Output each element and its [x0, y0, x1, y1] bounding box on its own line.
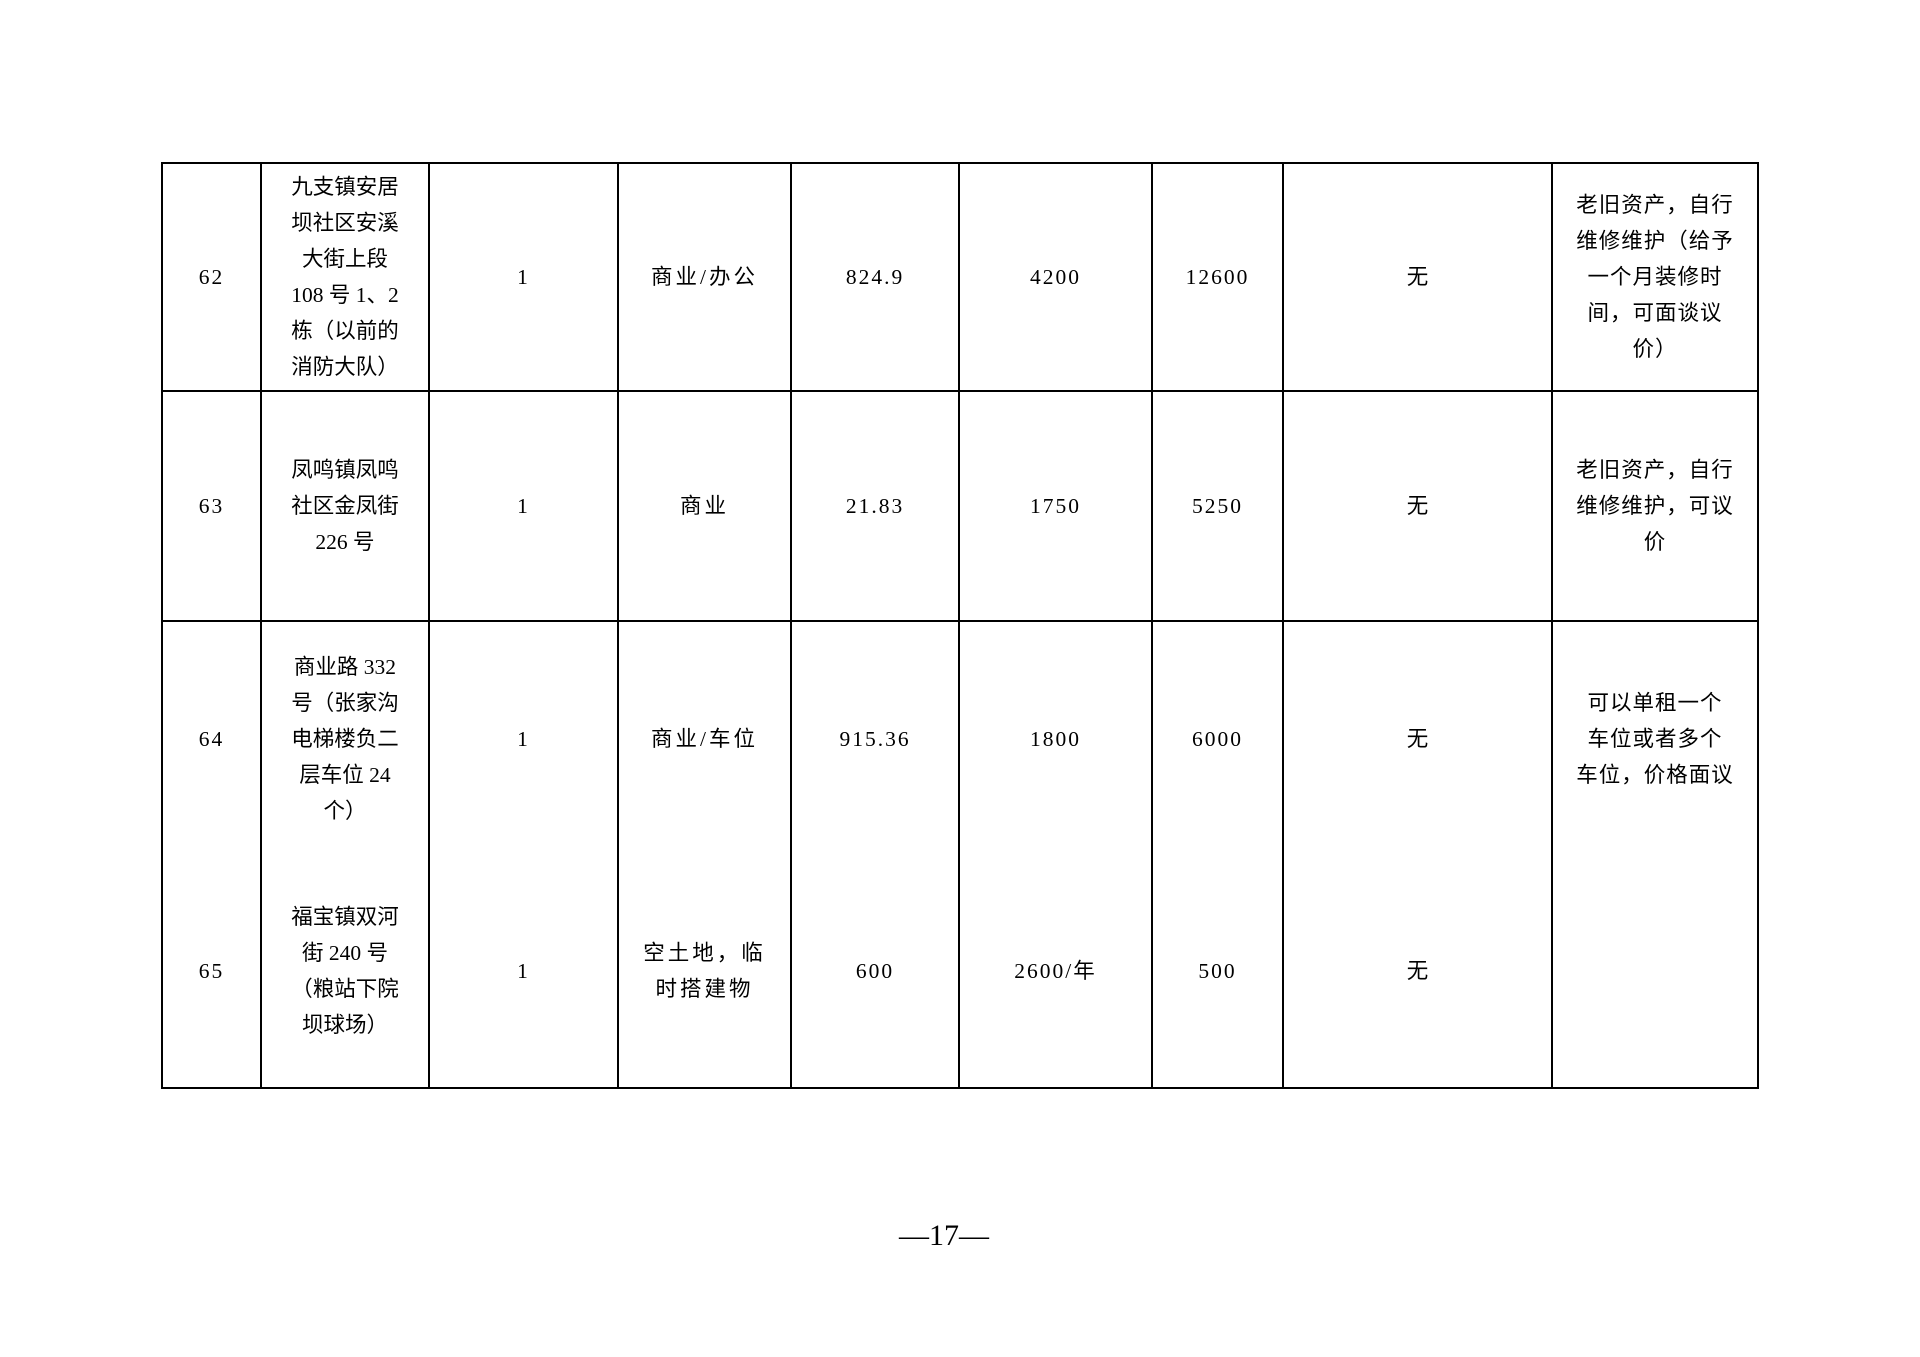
cell-quantity: 1 — [428, 390, 619, 622]
cell-note: 无 — [1282, 162, 1553, 392]
cell-quantity: 1 — [428, 162, 619, 392]
cell-remark — [1551, 855, 1759, 1089]
cell-address: 九支镇安居 坝社区安溪 大街上段 108 号 1、2 栋（以前的 消防大队） — [260, 162, 430, 392]
cell-serial: 62 — [161, 162, 262, 392]
cell-asset-type: 空土地，临 时搭建物 — [617, 855, 792, 1089]
cell-amount: 5250 — [1151, 390, 1284, 622]
cell-amount: 12600 — [1151, 162, 1284, 392]
cell-quantity: 1 — [428, 855, 619, 1089]
cell-price: 1800 — [958, 620, 1153, 855]
cell-serial: 64 — [161, 620, 262, 855]
table-row-62: 62 九支镇安居 坝社区安溪 大街上段 108 号 1、2 栋（以前的 消防大队… — [161, 162, 1759, 392]
table-row-64: 64 商业路 332 号（张家沟 电梯楼负二 层车位 24 个） 1 商业/车位… — [161, 620, 1759, 855]
cell-amount: 6000 — [1151, 620, 1284, 855]
cell-serial: 63 — [161, 390, 262, 622]
table-row-65: 65 福宝镇双河 街 240 号 （粮站下院 坝球场） 1 空土地，临 时搭建物… — [161, 855, 1759, 1089]
cell-amount: 500 — [1151, 855, 1284, 1089]
cell-area: 824.9 — [790, 162, 960, 392]
cell-area: 915.36 — [790, 620, 960, 855]
cell-remark: 老旧资产，自行 维修维护，可议 价 — [1551, 390, 1759, 622]
asset-table: 62 九支镇安居 坝社区安溪 大街上段 108 号 1、2 栋（以前的 消防大队… — [161, 162, 1759, 1089]
cell-serial: 65 — [161, 855, 262, 1089]
cell-quantity: 1 — [428, 620, 619, 855]
cell-address: 商业路 332 号（张家沟 电梯楼负二 层车位 24 个） — [260, 620, 430, 855]
cell-remark: 老旧资产，自行 维修维护（给予 一个月装修时 间，可面谈议 价） — [1551, 162, 1759, 392]
cell-area: 21.83 — [790, 390, 960, 622]
cell-price: 2600/年 — [958, 855, 1153, 1089]
cell-asset-type: 商业 — [617, 390, 792, 622]
page-number: —17— — [899, 1219, 989, 1252]
cell-area: 600 — [790, 855, 960, 1089]
cell-remark: 可以单租一个 车位或者多个 车位，价格面议 — [1551, 620, 1759, 855]
table-row-63: 63 凤鸣镇凤鸣 社区金凤街 226 号 1 商业 21.83 1750 525… — [161, 390, 1759, 622]
cell-note: 无 — [1282, 620, 1553, 855]
cell-asset-type: 商业/车位 — [617, 620, 792, 855]
cell-note: 无 — [1282, 390, 1553, 622]
cell-address: 凤鸣镇凤鸣 社区金凤街 226 号 — [260, 390, 430, 622]
cell-note: 无 — [1282, 855, 1553, 1089]
cell-address: 福宝镇双河 街 240 号 （粮站下院 坝球场） — [260, 855, 430, 1089]
cell-asset-type: 商业/办公 — [617, 162, 792, 392]
cell-price: 1750 — [958, 390, 1153, 622]
cell-price: 4200 — [958, 162, 1153, 392]
